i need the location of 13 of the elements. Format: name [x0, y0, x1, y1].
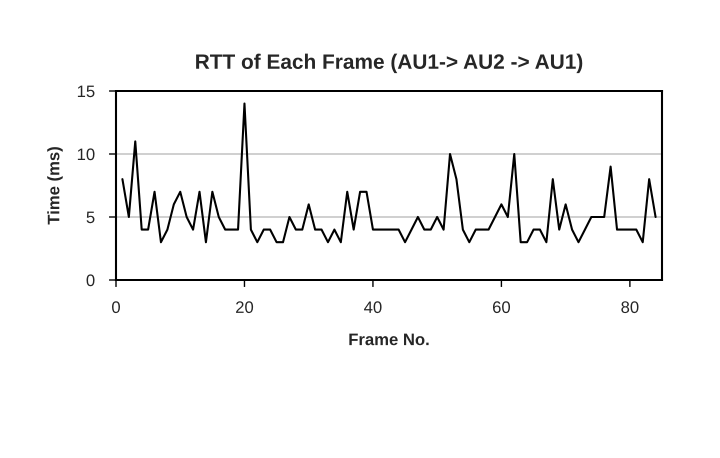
y-tick-label: 10: [78, 148, 95, 160]
line-series: [121, 102, 657, 244]
x-tick-label: 20: [236, 301, 254, 314]
chart-title: RTT of Each Frame (AU1-> AU2 -> AU1): [196, 54, 582, 74]
y-tick-label: 5: [86, 212, 94, 224]
x-tick-label: 80: [621, 301, 638, 314]
x-axis-title: Frame No.: [349, 334, 429, 346]
x-tick-label: 40: [364, 301, 382, 314]
y-tick-label: 0: [86, 274, 95, 286]
y-tick-label: 15: [78, 86, 94, 98]
x-tick-label: 60: [492, 301, 510, 314]
x-tick-label: 0: [112, 301, 120, 314]
y-axis-title: Time (ms): [47, 147, 63, 225]
